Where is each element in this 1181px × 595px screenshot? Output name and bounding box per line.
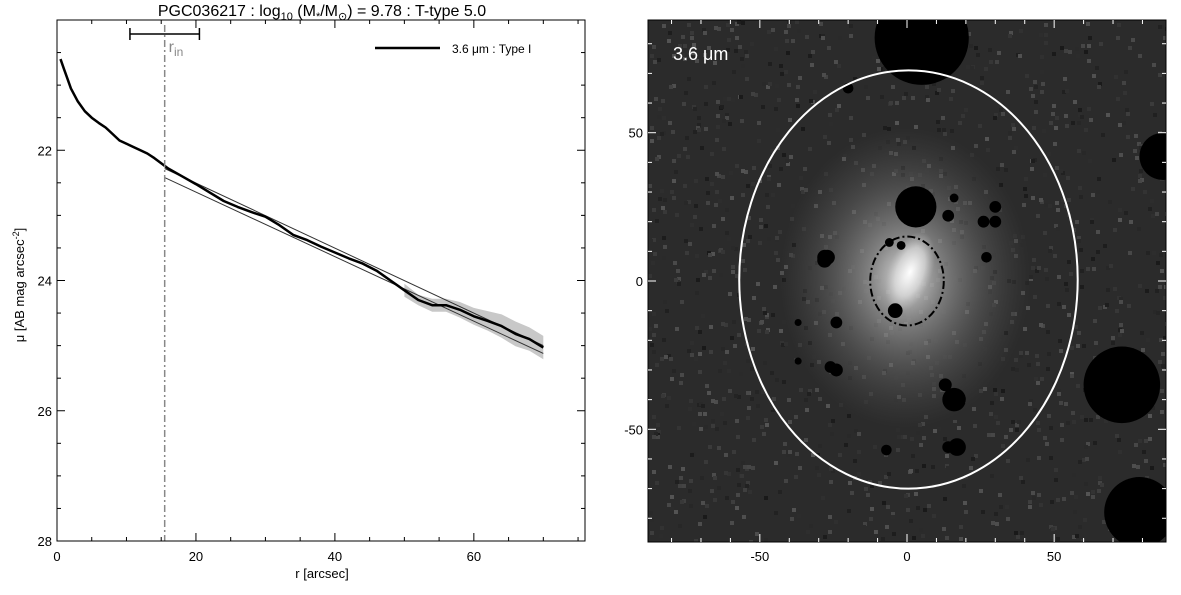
fit-lines bbox=[164, 168, 544, 354]
title-sun-subscript: ⊙ bbox=[338, 11, 347, 23]
profile-plot: PGC036217 : log10 (M*/M⊙) = 9.78 : T-typ… bbox=[11, 3, 586, 581]
y-label-sup: -2 bbox=[11, 231, 21, 239]
masked-source-22 bbox=[948, 438, 966, 456]
img-x-tick-label-50: 50 bbox=[1047, 549, 1061, 564]
masked-source-14 bbox=[977, 215, 990, 228]
y-axis-label: μ [AB mag arcsec-2] bbox=[11, 228, 27, 343]
profile-frame bbox=[56, 19, 586, 542]
masked-source-18 bbox=[830, 316, 843, 329]
profile-axes: 0 20 40 60 22 24 26 28 bbox=[38, 19, 586, 564]
y-tick-label-26: 26 bbox=[38, 404, 52, 419]
plot-title: PGC036217 : log10 (M*/M⊙) = 9.78 : T-typ… bbox=[158, 3, 486, 23]
masked-source-23 bbox=[881, 444, 892, 456]
r-in-label-main: r bbox=[169, 39, 175, 56]
masked-source-2 bbox=[1139, 132, 1166, 180]
x-tick-label-20: 20 bbox=[189, 549, 203, 564]
masked-source-1 bbox=[874, 20, 969, 85]
y-tick-label-22: 22 bbox=[38, 143, 52, 158]
title-mass-subscript: * bbox=[316, 11, 321, 23]
x-tick-label-0: 0 bbox=[53, 549, 60, 564]
masked-source-26 bbox=[794, 318, 802, 327]
x-axis-label: r [arcsec] bbox=[295, 566, 348, 581]
img-x-tick-label-0: 0 bbox=[903, 549, 910, 564]
inner-dash-dot-ellipse bbox=[869, 235, 945, 327]
y-label-close: ] bbox=[12, 228, 27, 232]
series-line-3.6um bbox=[59, 58, 544, 349]
galaxy-core bbox=[884, 231, 936, 313]
isophote-ellipses bbox=[738, 69, 1079, 490]
img-y-tick-label-50: 50 bbox=[629, 126, 643, 141]
title-mass: (M bbox=[293, 3, 316, 20]
masked-source-16 bbox=[981, 251, 992, 263]
profile-series bbox=[59, 58, 544, 349]
title-prefix: PGC036217 : log bbox=[158, 3, 281, 20]
masked-sources bbox=[794, 20, 1166, 542]
masked-source-10 bbox=[896, 240, 906, 250]
r-in-label-sub: in bbox=[174, 45, 183, 59]
outer-isophote-ellipse bbox=[738, 69, 1079, 490]
galaxy-image bbox=[648, 20, 1166, 542]
img-y-tick-label-0: 0 bbox=[636, 274, 643, 289]
masked-source-4 bbox=[1104, 477, 1166, 542]
img-x-tick-label--50: -50 bbox=[750, 549, 769, 564]
band-label: 3.6 μm bbox=[673, 44, 728, 64]
masked-source-20 bbox=[829, 363, 843, 377]
masked-source-15 bbox=[989, 215, 1002, 228]
masked-source-6 bbox=[942, 387, 966, 412]
galaxy-image-panel: -50 0 50 -50 0 50 3.6 μm bbox=[624, 19, 1167, 564]
masked-source-11 bbox=[942, 209, 955, 222]
title-suffix: ) = 9.78 : T-type 5.0 bbox=[347, 3, 486, 20]
fit-line-1 bbox=[164, 168, 544, 347]
masked-source-12 bbox=[949, 193, 959, 203]
x-tick-label-40: 40 bbox=[328, 549, 342, 564]
legend: 3.6 μm : Type I bbox=[375, 42, 531, 56]
legend-label: 3.6 μm : Type I bbox=[452, 42, 531, 56]
y-label-main: μ [AB mag arcsec bbox=[12, 239, 27, 342]
masked-source-24 bbox=[942, 441, 955, 453]
masked-source-19 bbox=[887, 303, 903, 319]
title-log-subscript: 10 bbox=[281, 11, 293, 23]
masked-source-25 bbox=[794, 357, 802, 365]
y-tick-label-24: 24 bbox=[38, 274, 52, 289]
image-axes: -50 0 50 -50 0 50 bbox=[624, 19, 1167, 564]
fit-line-2 bbox=[164, 177, 544, 354]
masked-source-5 bbox=[895, 186, 937, 228]
masked-source-13 bbox=[989, 200, 1002, 213]
x-tick-label-60: 60 bbox=[467, 549, 481, 564]
r-in-marker: rin bbox=[129, 25, 201, 541]
masked-source-17 bbox=[817, 249, 832, 265]
title-over: /M bbox=[320, 3, 338, 20]
y-tick-label-28: 28 bbox=[38, 534, 52, 549]
img-y-tick-label--50: -50 bbox=[624, 422, 643, 437]
masked-source-21 bbox=[938, 378, 952, 392]
masked-source-3 bbox=[1083, 346, 1161, 424]
r-in-label: rin bbox=[169, 39, 184, 59]
